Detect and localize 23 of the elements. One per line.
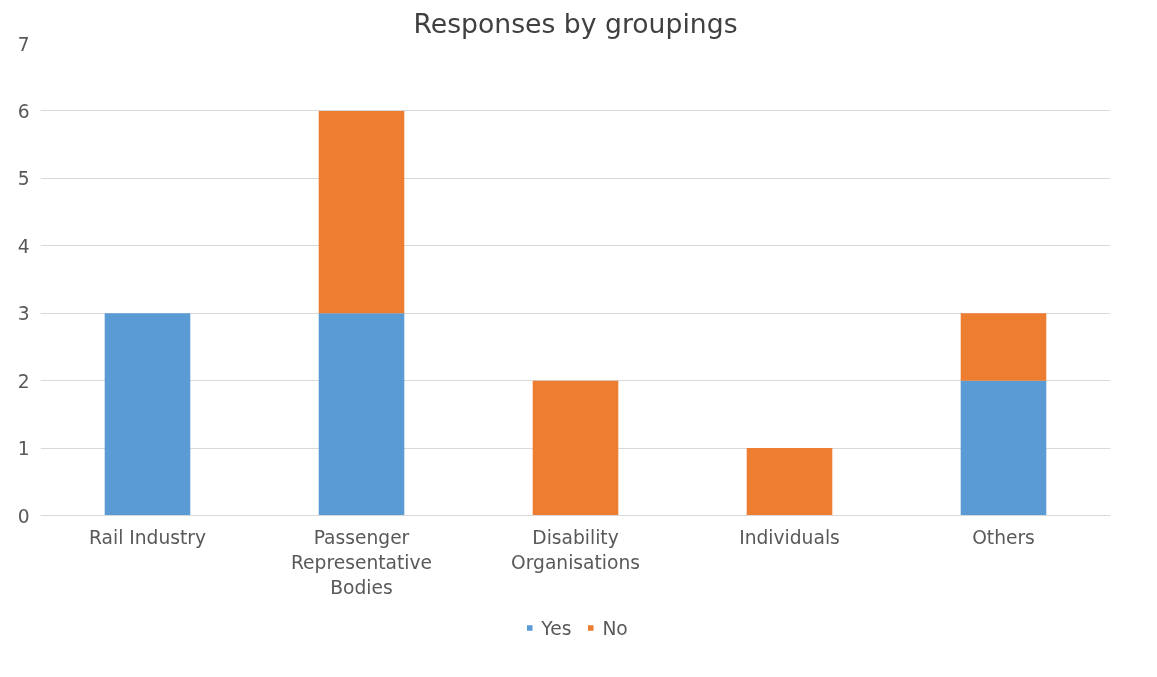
legend-label: No (602, 617, 628, 638)
legend-label: Yes (541, 617, 572, 638)
y-tick-label: 4 (17, 235, 30, 257)
x-tick-label: Individuals (739, 526, 840, 548)
chart-title: Responses by groupings (413, 7, 738, 39)
bar (104, 313, 191, 516)
y-tick-label: 2 (17, 370, 30, 392)
bar (960, 380, 1047, 516)
bar (960, 313, 1047, 381)
bar (318, 313, 405, 516)
x-tick-label: Rail Industry (88, 526, 207, 548)
bar (746, 448, 833, 516)
y-tick-label: 7 (17, 33, 30, 55)
y-tick-label: 0 (17, 505, 30, 527)
x-tick-label: Others (972, 526, 1035, 548)
y-tick-label: 1 (17, 438, 30, 460)
x-tick-label: Passenger Representative Bodies (291, 526, 432, 598)
x-tick-label: Disability Organisations (511, 526, 640, 573)
bar (532, 380, 619, 516)
bar (318, 110, 405, 314)
y-tick-label: 6 (17, 100, 30, 122)
y-tick-label: 3 (17, 303, 30, 325)
y-tick-label: 5 (17, 168, 30, 190)
